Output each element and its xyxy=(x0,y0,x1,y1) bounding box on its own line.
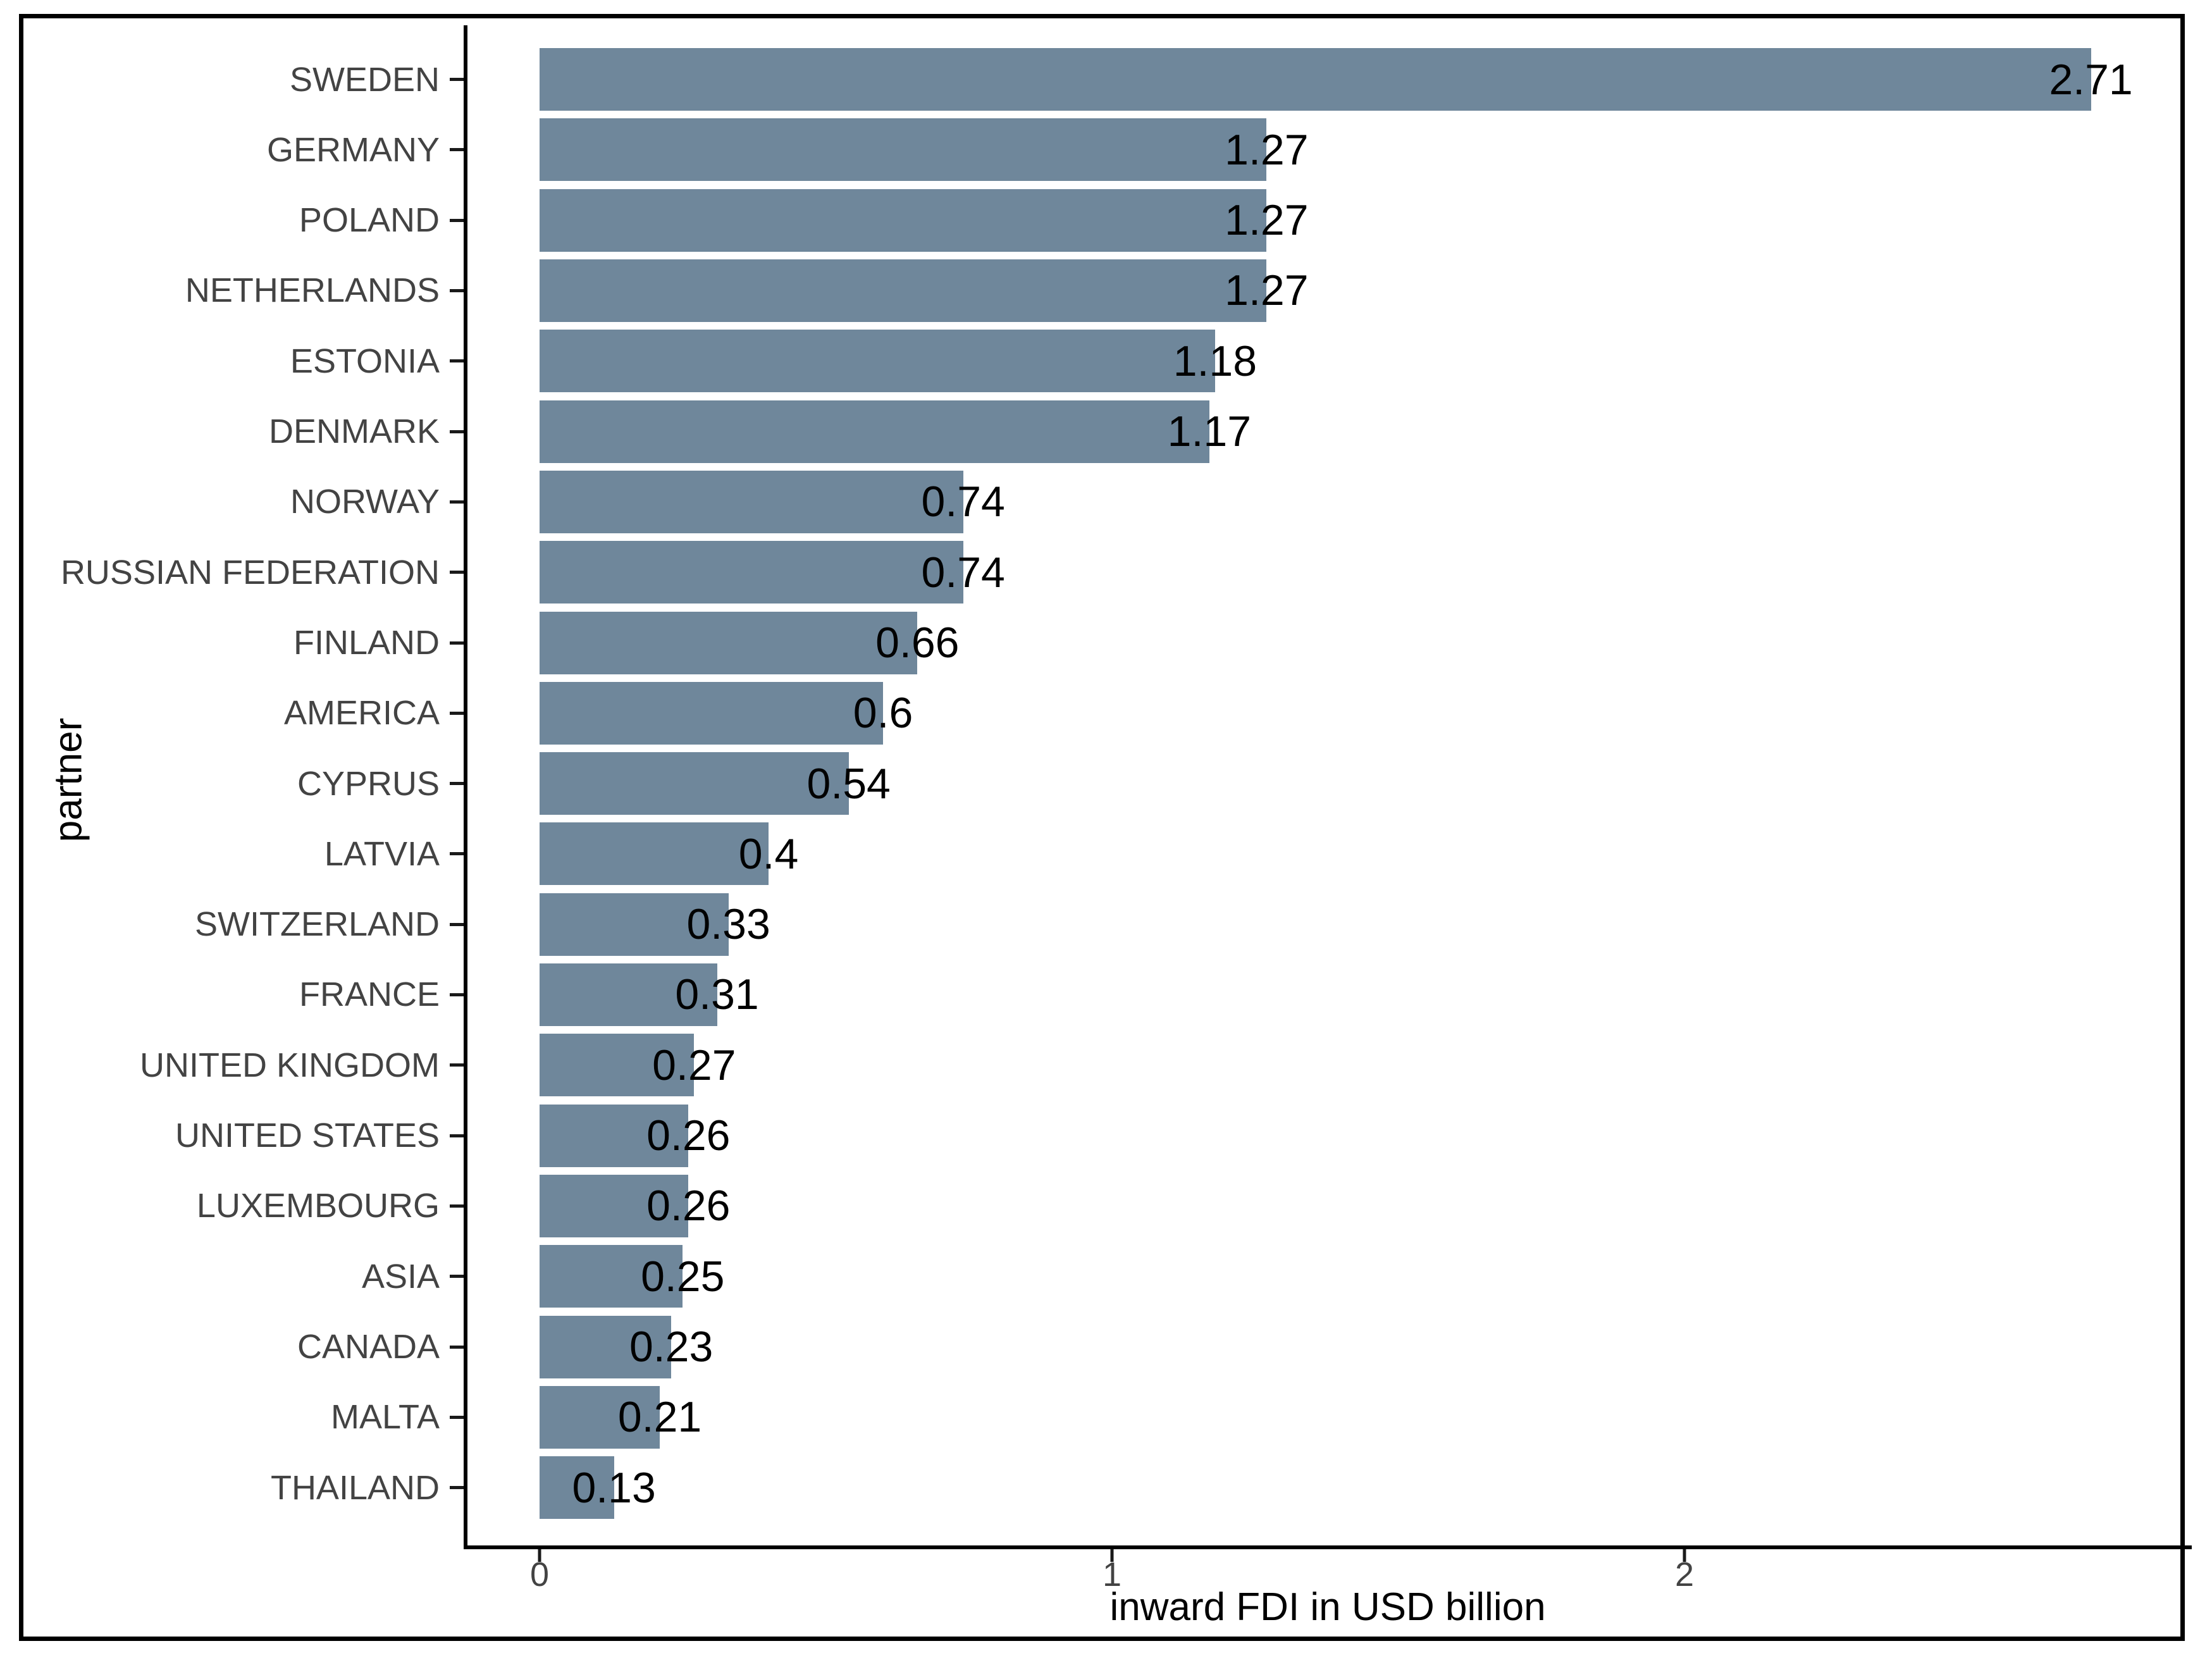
value-label: 0.13 xyxy=(572,1463,656,1512)
bar-united-kingdom xyxy=(540,1034,695,1097)
y-axis-tick xyxy=(450,1134,464,1137)
y-axis-tick xyxy=(450,78,464,82)
category-label-poland: POLAND xyxy=(299,201,440,240)
category-label-canada: CANADA xyxy=(297,1327,440,1366)
bar-france xyxy=(540,963,717,1027)
category-label-united-kingdom: UNITED KINGDOM xyxy=(139,1046,440,1084)
category-label-united-states: UNITED STATES xyxy=(175,1117,440,1154)
y-axis-tick xyxy=(450,430,464,433)
y-axis-tick xyxy=(450,1275,464,1278)
value-label: 0.31 xyxy=(675,970,759,1019)
value-label: 0.27 xyxy=(652,1041,736,1089)
category-label-france: FRANCE xyxy=(299,975,440,1014)
y-axis-tick xyxy=(450,782,464,786)
y-axis-tick xyxy=(450,1345,464,1349)
bar-germany xyxy=(540,118,1267,182)
category-label-latvia: LATVIA xyxy=(324,834,440,873)
category-label-finland: FINLAND xyxy=(293,623,440,662)
value-label: 0.6 xyxy=(853,689,913,738)
value-label: 1.27 xyxy=(1225,196,1309,245)
x-tick-label-2: 2 xyxy=(1674,1556,1695,1594)
x-tick-label-0: 0 xyxy=(529,1556,550,1594)
y-axis-tick xyxy=(450,500,464,504)
y-axis-tick xyxy=(450,218,464,222)
value-label: 2.71 xyxy=(2049,55,2133,104)
bar-thailand xyxy=(540,1456,614,1520)
value-label: 1.17 xyxy=(1167,407,1252,455)
bar-luxembourg xyxy=(540,1174,689,1237)
value-label: 1.27 xyxy=(1225,266,1309,315)
value-label: 0.74 xyxy=(921,478,1005,526)
category-label-denmark: DENMARK xyxy=(268,412,440,450)
value-label: 0.4 xyxy=(738,829,799,878)
x-axis-tick xyxy=(538,1549,541,1562)
value-label: 0.33 xyxy=(686,900,770,949)
value-label: 1.18 xyxy=(1173,337,1257,385)
bar-poland xyxy=(540,189,1267,252)
y-axis-tick xyxy=(450,289,464,293)
y-axis-line xyxy=(464,25,467,1549)
bar-cyprus xyxy=(540,752,849,815)
value-label: 0.26 xyxy=(646,1111,731,1160)
y-axis-tick xyxy=(450,148,464,152)
bar-united-states xyxy=(540,1104,689,1167)
bar-switzerland xyxy=(540,893,729,956)
bar-malta xyxy=(540,1385,660,1449)
x-axis-line xyxy=(464,1545,2192,1549)
y-axis-tick xyxy=(450,993,464,997)
bar-canada xyxy=(540,1315,672,1378)
bar-finland xyxy=(540,611,918,674)
bar-norway xyxy=(540,470,963,533)
category-label-america: AMERICA xyxy=(283,694,440,733)
category-label-thailand: THAILAND xyxy=(270,1468,440,1507)
value-label: 0.54 xyxy=(806,759,891,808)
value-label: 0.25 xyxy=(641,1252,725,1301)
category-label-sweden: SWEDEN xyxy=(289,60,440,99)
value-label: 0.21 xyxy=(617,1393,702,1442)
y-axis-tick xyxy=(450,1063,464,1067)
y-axis-tick xyxy=(450,852,464,856)
y-axis-tick xyxy=(450,1204,464,1208)
bar-asia xyxy=(540,1245,683,1308)
bar-america xyxy=(540,681,883,745)
category-label-russian-federation: RUSSIAN FEDERATION xyxy=(60,553,440,591)
value-label: 1.27 xyxy=(1225,125,1309,174)
value-label: 0.23 xyxy=(629,1322,714,1371)
category-label-asia: ASIA xyxy=(361,1257,440,1296)
category-label-netherlands: NETHERLANDS xyxy=(185,271,440,310)
category-label-switzerland: SWITZERLAND xyxy=(194,905,440,944)
figure-border xyxy=(19,14,2185,1641)
y-axis-tick xyxy=(450,922,464,926)
y-axis-tick xyxy=(450,1415,464,1419)
x-axis-title: inward FDI in USD billion xyxy=(1109,1585,1546,1629)
y-axis-tick xyxy=(450,711,464,715)
category-label-luxembourg: LUXEMBOURG xyxy=(196,1187,440,1225)
bar-denmark xyxy=(540,400,1209,463)
bar-netherlands xyxy=(540,259,1267,323)
category-label-cyprus: CYPRUS xyxy=(297,764,440,803)
bar-latvia xyxy=(540,822,769,886)
value-label: 0.66 xyxy=(875,618,960,667)
y-axis-tick xyxy=(450,1486,464,1490)
category-label-malta: MALTA xyxy=(330,1398,440,1437)
category-label-estonia: ESTONIA xyxy=(290,342,440,380)
category-label-germany: GERMANY xyxy=(266,130,440,169)
y-axis-tick xyxy=(450,571,464,574)
value-label: 0.26 xyxy=(646,1182,731,1230)
bar-russian-federation xyxy=(540,541,963,604)
x-tick-label-1: 1 xyxy=(1102,1556,1122,1594)
x-axis-tick xyxy=(1683,1549,1686,1562)
bar-estonia xyxy=(540,330,1215,393)
y-axis-tick xyxy=(450,359,464,363)
category-label-norway: NORWAY xyxy=(290,483,440,521)
y-axis-tick xyxy=(450,641,464,645)
value-label: 0.74 xyxy=(921,548,1005,597)
bar-sweden xyxy=(540,48,2091,111)
x-axis-tick xyxy=(1110,1549,1114,1562)
